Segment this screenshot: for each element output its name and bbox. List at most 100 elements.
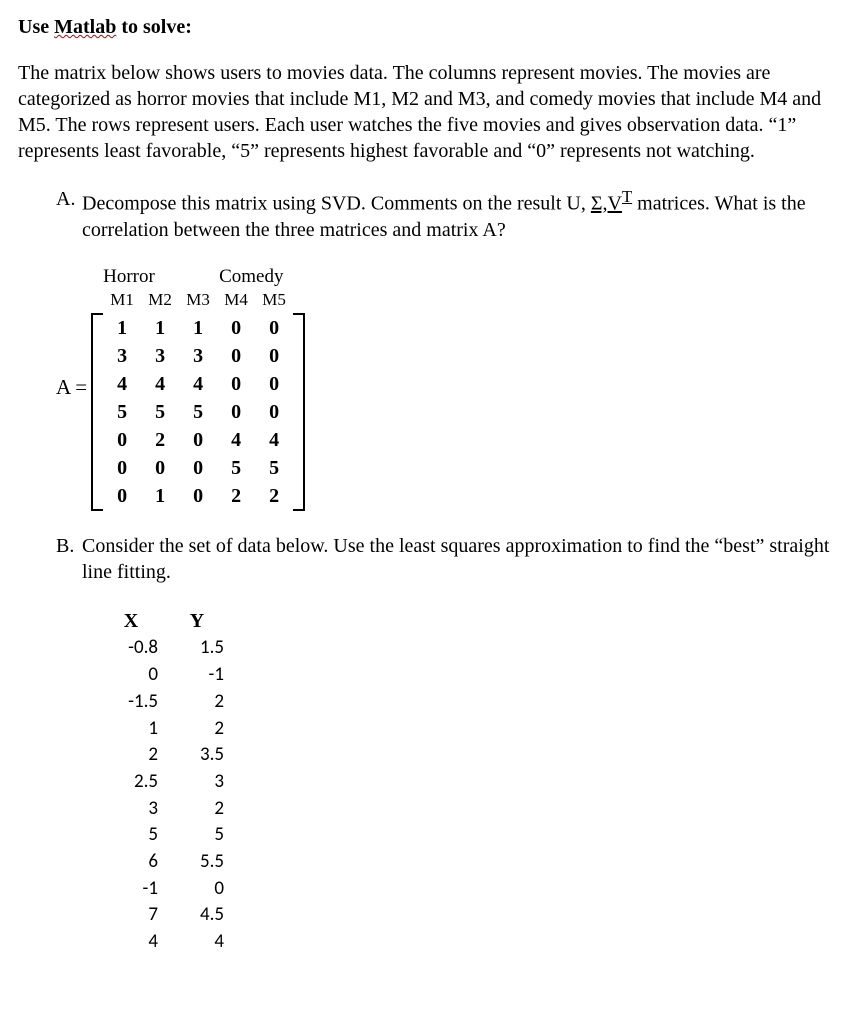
matrix-cell: 0 xyxy=(217,343,255,369)
matrix-cell: 0 xyxy=(217,371,255,397)
matrix-right-bracket xyxy=(293,313,305,511)
matrix-cell: 0 xyxy=(255,371,293,397)
xy-row: 55 xyxy=(98,822,230,849)
matrix-cell: 5 xyxy=(141,399,179,425)
matrix-cell: 3 xyxy=(179,343,217,369)
xy-cell: 0 xyxy=(98,662,164,689)
matrix-cell: 0 xyxy=(179,427,217,453)
col-m3: M3 xyxy=(179,289,217,311)
matrix-cell: 4 xyxy=(255,427,293,453)
matrix-cell: 2 xyxy=(217,483,255,509)
matrix-cell: 5 xyxy=(179,399,217,425)
xy-cell: 3 xyxy=(164,769,230,796)
title-wavy: Matlab xyxy=(54,16,116,38)
xy-row: 2.53 xyxy=(98,769,230,796)
xy-row: 74.5 xyxy=(98,902,230,929)
xy-header-y: Y xyxy=(164,607,230,635)
xy-cell: 2 xyxy=(164,796,230,823)
matrix-cell: 0 xyxy=(255,343,293,369)
xy-row: 0-1 xyxy=(98,662,230,689)
xy-cell: 6 xyxy=(98,849,164,876)
xy-cell: -1 xyxy=(98,876,164,903)
matrix-cell: 0 xyxy=(103,483,141,509)
matrix-block: A = Horror Comedy M1 M2 M3 M4 M5 1110033… xyxy=(56,265,839,512)
col-m5: M5 xyxy=(255,289,293,311)
xy-row: -1.52 xyxy=(98,689,230,716)
xy-cell: 4 xyxy=(164,929,230,956)
xy-cell: -0.8 xyxy=(98,635,164,662)
matrix-cell: 4 xyxy=(217,427,255,453)
xy-cell: 4.5 xyxy=(164,902,230,929)
matrix-cell: 0 xyxy=(179,455,217,481)
genre-horror: Horror xyxy=(103,265,219,290)
xy-row: -0.81.5 xyxy=(98,635,230,662)
matrix-cell: 1 xyxy=(141,315,179,341)
matrix-eq-label: A = xyxy=(56,374,87,401)
part-a: A. Decompose this matrix using SVD. Comm… xyxy=(56,186,839,243)
matrix-cell: 5 xyxy=(255,455,293,481)
xy-row: 12 xyxy=(98,716,230,743)
matrix-cell: 5 xyxy=(217,455,255,481)
xy-row: 23.5 xyxy=(98,742,230,769)
xy-cell: 5.5 xyxy=(164,849,230,876)
matrix-cell: 1 xyxy=(179,315,217,341)
col-m2: M2 xyxy=(141,289,179,311)
xy-header-x: X xyxy=(98,607,164,635)
xy-cell: 2.5 xyxy=(98,769,164,796)
xy-cell: 5 xyxy=(164,822,230,849)
matrix-cell: 4 xyxy=(179,371,217,397)
xy-cell: 3 xyxy=(98,796,164,823)
matrix-cell: 2 xyxy=(255,483,293,509)
title-suffix: to solve: xyxy=(116,16,192,38)
xy-cell: 7 xyxy=(98,902,164,929)
matrix-grid: 11100333004440055500020440005501022 xyxy=(103,313,293,511)
xy-table-block: X Y -0.81.50-1-1.521223.52.53325565.5-10… xyxy=(98,607,839,955)
col-m4: M4 xyxy=(217,289,255,311)
xy-table: X Y -0.81.50-1-1.521223.52.53325565.5-10… xyxy=(98,607,230,955)
col-m1: M1 xyxy=(103,289,141,311)
part-a-body: Decompose this matrix using SVD. Comment… xyxy=(82,186,839,243)
xy-row: 65.5 xyxy=(98,849,230,876)
genre-comedy: Comedy xyxy=(219,265,283,290)
part-b-body: Consider the set of data below. Use the … xyxy=(82,533,839,585)
xy-cell: 1 xyxy=(98,716,164,743)
matrix-cell: 3 xyxy=(103,343,141,369)
matrix-cell: 0 xyxy=(217,315,255,341)
part-b-label: B. xyxy=(56,533,82,585)
xy-cell: 3.5 xyxy=(164,742,230,769)
page-title: Use Matlab to solve: xyxy=(18,14,839,40)
matrix-cell: 0 xyxy=(103,455,141,481)
part-a-text-before: Decompose this matrix using SVD. Comment… xyxy=(82,193,591,215)
intro-paragraph: The matrix below shows users to movies d… xyxy=(18,60,839,164)
matrix-cell: 2 xyxy=(141,427,179,453)
xy-cell: -1 xyxy=(164,662,230,689)
matrix-cell: 0 xyxy=(179,483,217,509)
xy-cell: 2 xyxy=(98,742,164,769)
vt-sup: T xyxy=(622,187,632,206)
xy-cell: 5 xyxy=(98,822,164,849)
xy-cell: 0 xyxy=(164,876,230,903)
xy-row: 32 xyxy=(98,796,230,823)
genre-header-row: Horror Comedy xyxy=(103,265,305,290)
matrix-cell: 0 xyxy=(141,455,179,481)
vt-base: V xyxy=(608,193,622,215)
column-header-row: M1 M2 M3 M4 M5 xyxy=(103,289,305,311)
xy-cell: 2 xyxy=(164,716,230,743)
matrix-cell: 0 xyxy=(255,399,293,425)
matrix-cell: 0 xyxy=(255,315,293,341)
matrix-cell: 1 xyxy=(103,315,141,341)
part-a-label: A. xyxy=(56,186,82,243)
matrix-cell: 4 xyxy=(141,371,179,397)
matrix-cell: 3 xyxy=(141,343,179,369)
matrix-cell: 1 xyxy=(141,483,179,509)
matrix-cell: 5 xyxy=(103,399,141,425)
xy-cell: 2 xyxy=(164,689,230,716)
matrix-left-bracket xyxy=(91,313,103,511)
sigma-symbol: Σ, xyxy=(591,193,608,215)
xy-cell: 4 xyxy=(98,929,164,956)
title-prefix: Use xyxy=(18,16,54,38)
xy-cell: 1.5 xyxy=(164,635,230,662)
xy-cell: -1.5 xyxy=(98,689,164,716)
matrix-cell: 0 xyxy=(217,399,255,425)
part-b: B. Consider the set of data below. Use t… xyxy=(56,533,839,585)
